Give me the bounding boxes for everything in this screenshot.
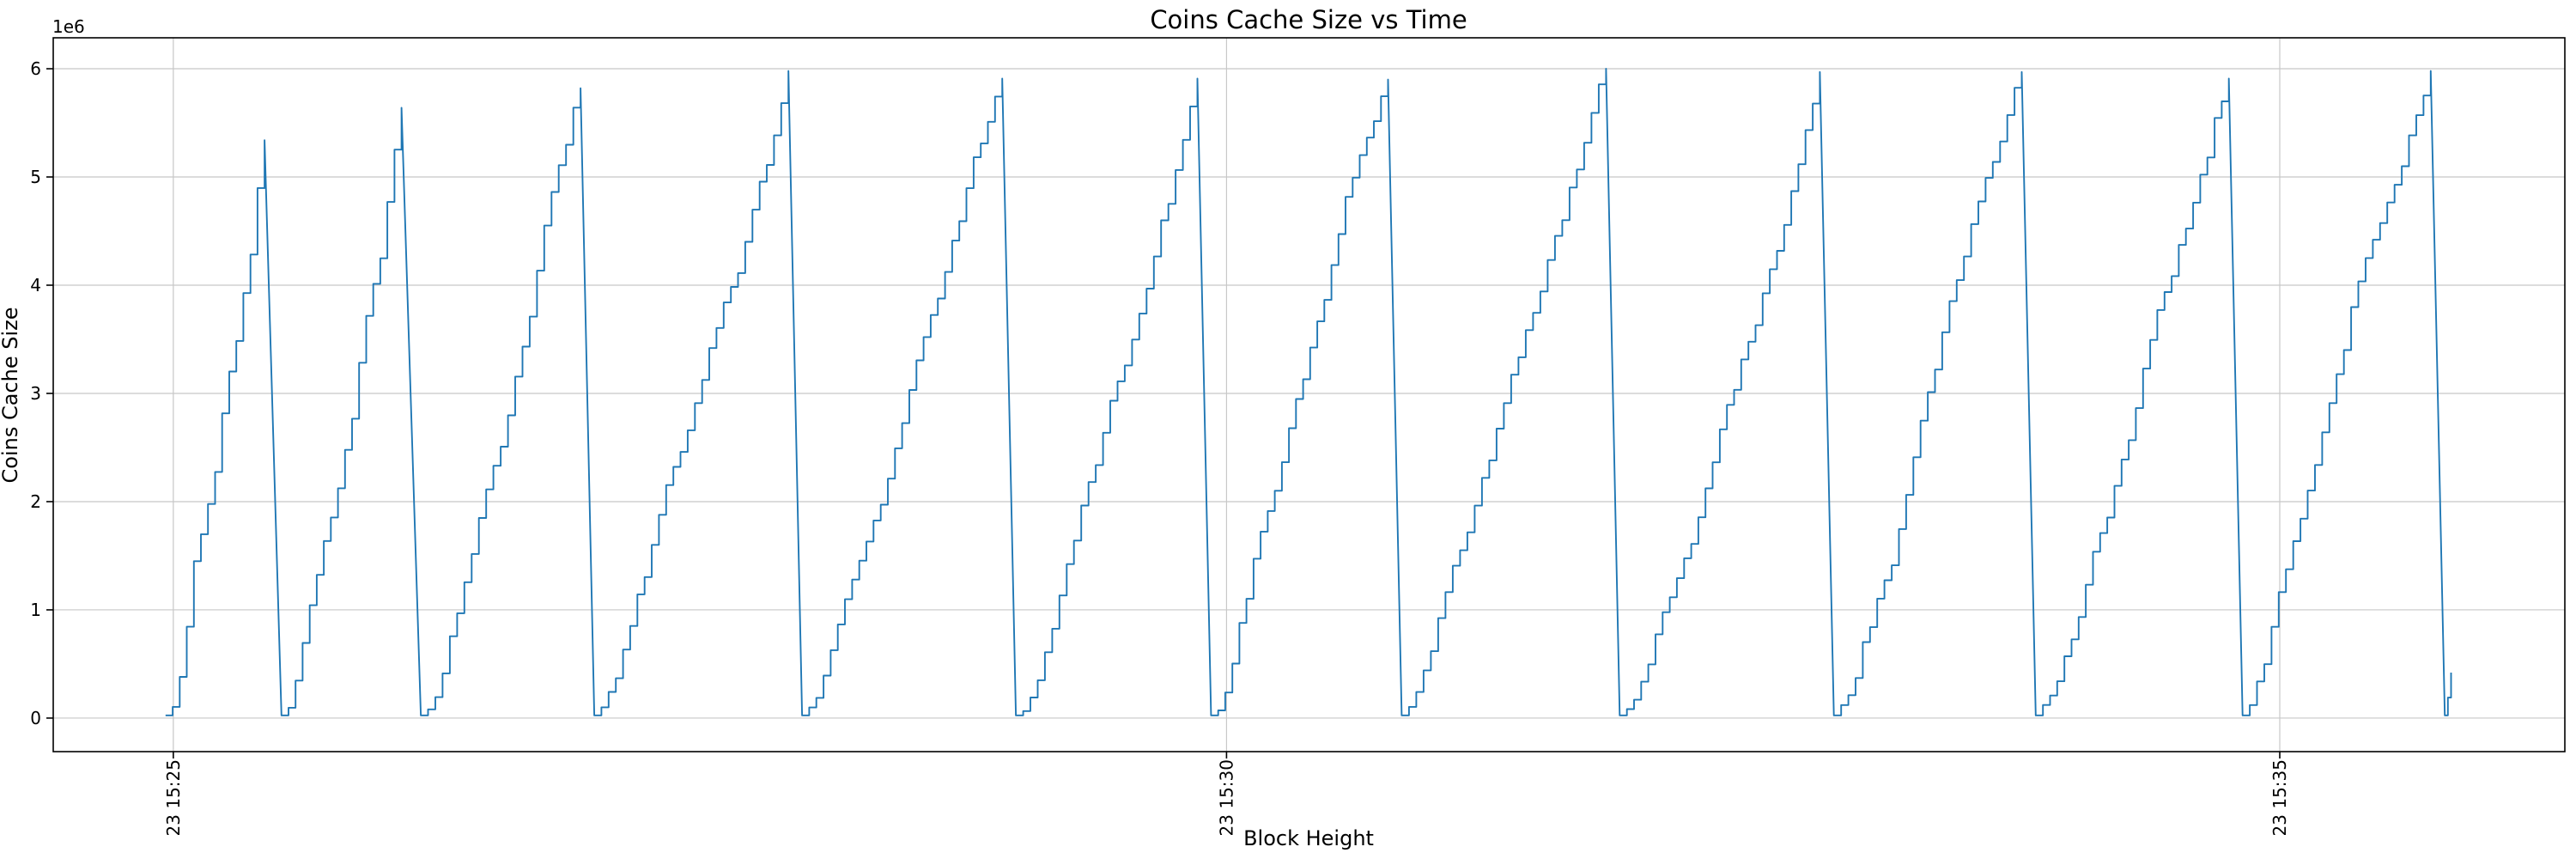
chart-title: Coins Cache Size vs Time [1150,5,1467,34]
y-tick-label: 0 [30,708,41,728]
coins-cache-size-series-line [165,68,2452,716]
x-tick-label: 23 15:25 [163,759,184,836]
y-tick-label: 5 [30,167,41,187]
y-tick-label: 2 [30,491,41,512]
plot-background [53,38,2565,752]
grid-layer [53,38,2565,752]
tick-layer: 0 1 2 3 4 5 6 23 15:25 23 15:30 23 15:35 [30,58,2290,836]
x-axis-label: Block Height [1243,826,1374,850]
y-axis-offset-multiplier: 1e6 [52,16,85,37]
y-axis-label: Coins Cache Size [0,308,22,484]
x-tick-label: 23 15:35 [2269,759,2290,836]
plot-border-spines [52,37,2566,752]
y-tick-label: 6 [30,58,41,79]
x-tick-label: 23 15:30 [1216,759,1236,836]
y-tick-label: 4 [30,275,41,295]
y-tick-label: 1 [30,600,41,620]
y-tick-label: 3 [30,383,41,404]
series-layer [165,68,2452,716]
